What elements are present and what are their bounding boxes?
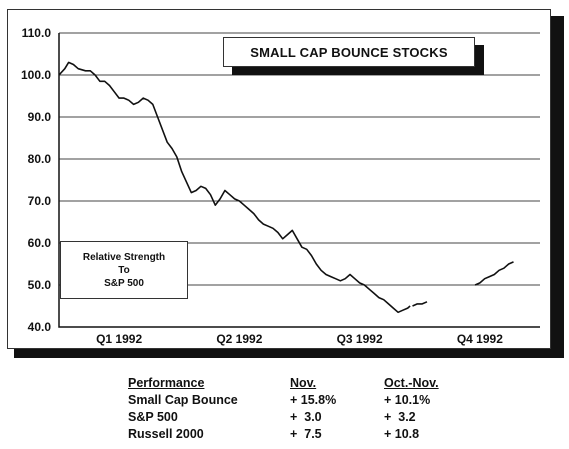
x-category-label: Q2 1992 (216, 332, 262, 346)
y-tick-label: 110.0 (22, 26, 52, 40)
y-tick-label: 100.0 (21, 68, 51, 82)
header-oct-nov: Oct.-Nov. (384, 376, 439, 390)
legend-line-1: Relative Strength (82, 251, 166, 263)
row-nov: + 3.0 (290, 410, 322, 424)
x-category-label: Q1 1992 (96, 332, 142, 346)
y-tick-label: 40.0 (28, 320, 52, 334)
series-line-segment (474, 261, 514, 286)
legend-box: Relative Strength To S&P 500 (60, 241, 188, 299)
series-line-segment (58, 61, 411, 314)
legend-line-3: S&P 500 (104, 277, 144, 289)
row-name: Small Cap Bounce (128, 393, 238, 407)
y-tick-label: 50.0 (28, 278, 52, 292)
table-row: Russell 2000 + 7.5 + 10.8 (128, 426, 474, 443)
row-oct-nov: + 3.2 (384, 410, 416, 424)
performance-header-row: Performance Nov. Oct.-Nov. (128, 375, 474, 392)
x-category-label: Q4 1992 (457, 332, 503, 346)
performance-table: Performance Nov. Oct.-Nov. Small Cap Bou… (128, 375, 474, 443)
table-row: Small Cap Bounce + 15.8% + 10.1% (128, 392, 474, 409)
y-tick-label: 80.0 (28, 152, 52, 166)
series-line-segment (412, 301, 428, 307)
y-tick-label: 60.0 (28, 236, 52, 250)
table-row: S&P 500 + 3.0 + 3.2 (128, 409, 474, 426)
header-nov: Nov. (290, 376, 317, 390)
chart-title: SMALL CAP BOUNCE STOCKS (223, 37, 475, 67)
y-tick-label: 70.0 (28, 194, 52, 208)
y-tick-label: 90.0 (28, 110, 52, 124)
row-oct-nov: + 10.8 (384, 427, 420, 441)
header-performance: Performance (128, 376, 205, 390)
row-nov: + 7.5 (290, 427, 322, 441)
row-oct-nov: + 10.1% (384, 393, 431, 407)
row-nov: + 15.8% (290, 393, 337, 407)
x-category-label: Q3 1992 (337, 332, 383, 346)
row-name: S&P 500 (128, 410, 178, 424)
row-name: Russell 2000 (128, 427, 204, 441)
axes (58, 33, 540, 328)
legend-line-2: To (118, 264, 130, 276)
